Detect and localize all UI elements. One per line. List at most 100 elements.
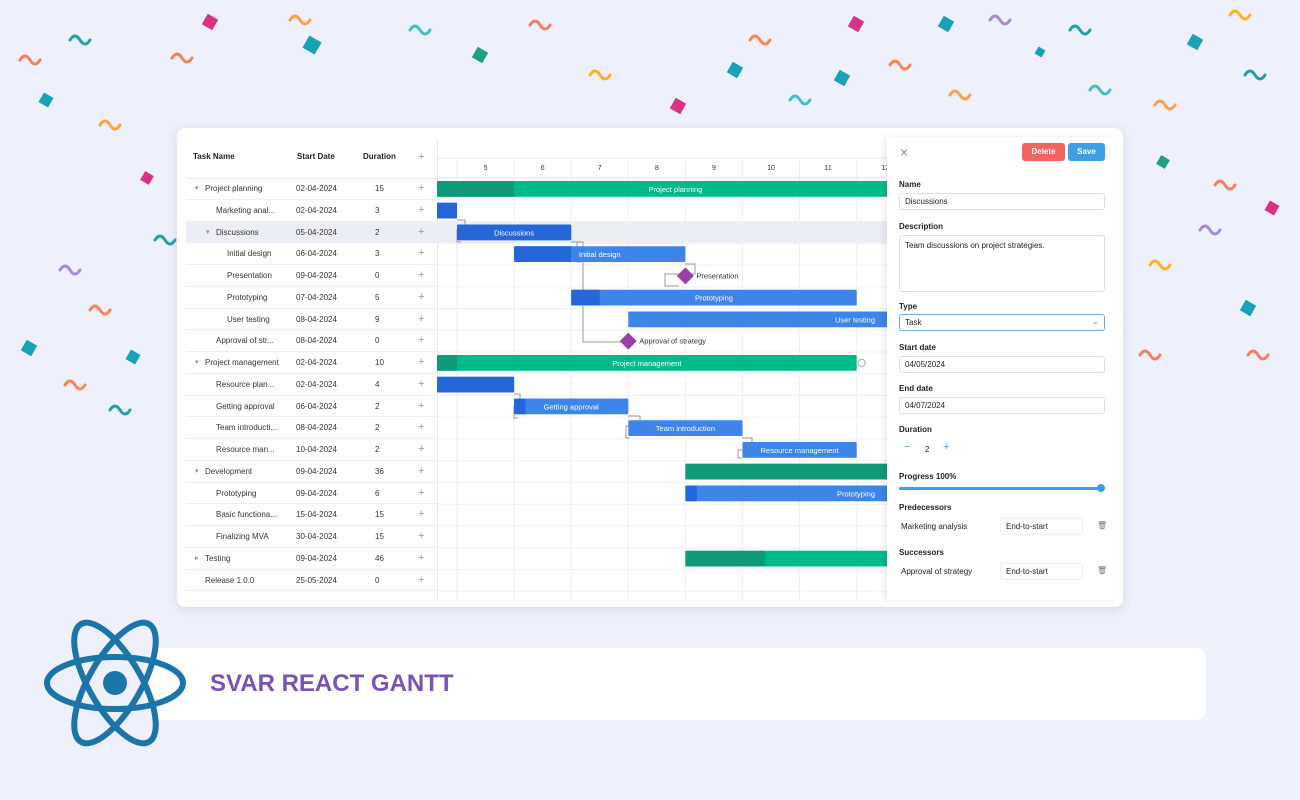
add-subtask[interactable]: + xyxy=(418,334,425,347)
bar-label: Team introduction xyxy=(656,424,715,433)
start-date: 30-04-2024 xyxy=(296,532,337,541)
add-subtask[interactable]: + xyxy=(418,530,425,542)
task-bar[interactable] xyxy=(628,311,887,328)
close-button[interactable]: × xyxy=(900,144,909,160)
task-row[interactable]: Resource man... 10-04-2024 2 + xyxy=(186,439,437,461)
task-row[interactable]: Marketing anal... 02-04-2024 3 + xyxy=(186,200,437,222)
add-subtask[interactable]: + xyxy=(418,247,425,260)
description-input[interactable]: Team discussions on project strategies. xyxy=(899,235,1105,292)
confetti xyxy=(68,34,92,46)
progress-track[interactable] xyxy=(899,487,1101,490)
add-subtask[interactable]: + xyxy=(418,182,425,194)
toggle[interactable]: ▾ xyxy=(195,467,199,475)
confetti xyxy=(63,379,87,391)
milestone[interactable] xyxy=(619,332,637,350)
duration: 5 xyxy=(375,292,380,302)
task-row[interactable]: Resource plan... 02-04-2024 4 + xyxy=(186,374,437,396)
column-header[interactable]: Duration xyxy=(363,152,396,161)
task-row[interactable]: Getting approval 06-04-2024 2 + xyxy=(186,396,437,418)
duration: 4 xyxy=(375,379,380,389)
task-row[interactable]: Release 1.0.0 25-05-2024 0 + xyxy=(186,570,437,592)
add-subtask[interactable]: + xyxy=(418,399,425,412)
task-name: Basic functiona... xyxy=(216,510,277,520)
task-bar[interactable] xyxy=(571,289,857,306)
task-row[interactable]: Prototyping 09-04-2024 6 + xyxy=(186,483,437,505)
add-subtask[interactable]: + xyxy=(418,551,425,564)
toggle[interactable]: ▾ xyxy=(195,359,199,366)
column-header[interactable]: Task Name xyxy=(193,152,235,161)
task-row[interactable]: Prototyping 07-04-2024 5 + xyxy=(186,287,437,309)
name-input[interactable]: Discussions xyxy=(899,193,1105,210)
add-subtask[interactable]: + xyxy=(418,356,425,368)
link-select[interactable]: End-to-start xyxy=(1000,563,1083,580)
end-input[interactable]: 04/07/2024 xyxy=(899,397,1105,414)
task-row[interactable]: ▾ Discussions 05-04-2024 2 + xyxy=(186,221,437,244)
toggle[interactable]: ▸ xyxy=(195,554,199,562)
milestone[interactable] xyxy=(676,267,694,285)
add-subtask[interactable]: + xyxy=(418,486,425,499)
duration: 3 xyxy=(375,249,380,259)
add-subtask[interactable]: + xyxy=(418,290,425,303)
task-row[interactable]: Team introducti... 08-04-2024 2 + xyxy=(186,417,437,439)
confetti xyxy=(125,349,141,365)
add-subtask[interactable]: + xyxy=(418,203,425,216)
link-select[interactable]: End-to-start xyxy=(1000,518,1083,535)
duration-value[interactable]: 2 xyxy=(925,445,930,454)
task-row[interactable]: Approval of str... 08-04-2024 0 + xyxy=(186,330,437,352)
confetti xyxy=(588,69,612,81)
add-subtask[interactable]: + xyxy=(418,225,425,238)
add-subtask[interactable]: + xyxy=(418,312,425,325)
task-bar[interactable] xyxy=(685,485,887,502)
field-label: Name xyxy=(899,180,921,189)
task-row[interactable]: ▾ Development 09-04-2024 36 + xyxy=(186,461,437,483)
confetti xyxy=(1034,46,1046,58)
start-date: 06-04-2024 xyxy=(296,401,337,411)
toggle[interactable]: ▾ xyxy=(195,185,199,192)
task-row[interactable]: ▸ Testing 09-04-2024 46 + xyxy=(186,548,437,570)
add-subtask[interactable]: + xyxy=(418,269,425,281)
bar-label: Initial design xyxy=(579,250,621,259)
task-row[interactable]: Basic functiona... 15-04-2024 15 + xyxy=(186,504,437,526)
add-subtask[interactable]: + xyxy=(418,464,425,477)
task-row[interactable]: ▾ Project planning 02-04-2024 15 + xyxy=(186,178,437,200)
column-header[interactable]: Start Date xyxy=(297,152,335,161)
duration: 6 xyxy=(375,488,380,498)
increment[interactable]: + xyxy=(943,441,950,453)
add-subtask[interactable]: + xyxy=(418,508,425,521)
task-row[interactable]: Initial design 06-04-2024 3 + xyxy=(186,243,437,265)
add-subtask[interactable]: + xyxy=(418,377,425,390)
task-bar[interactable] xyxy=(514,398,629,415)
task-bar[interactable] xyxy=(437,181,887,197)
bar-label: Project planning xyxy=(649,185,703,194)
start-input[interactable]: 04/05/2024 xyxy=(899,356,1105,373)
delete-link[interactable]: 🗑 xyxy=(1097,521,1108,530)
type-select[interactable]: Task xyxy=(899,314,1105,331)
save-button[interactable]: Save xyxy=(1068,143,1105,161)
start-date: 02-04-2024 xyxy=(296,358,337,367)
toggle[interactable]: ▾ xyxy=(206,228,210,236)
add-task[interactable]: + xyxy=(418,151,425,163)
day-label: 5 xyxy=(484,165,488,172)
confetti xyxy=(1138,349,1162,361)
decrement[interactable]: − xyxy=(904,441,911,453)
delete-link[interactable]: 🗑 xyxy=(1097,566,1108,575)
task-row[interactable]: User testing 08-04-2024 9 + xyxy=(186,309,437,331)
duration: 15 xyxy=(375,532,384,541)
confetti xyxy=(98,119,122,131)
delete-button[interactable]: Delete xyxy=(1022,143,1065,161)
confetti xyxy=(1156,155,1170,169)
add-subtask[interactable]: + xyxy=(418,421,425,434)
confetti xyxy=(669,97,687,115)
task-bar[interactable] xyxy=(742,442,857,458)
task-row[interactable]: ▾ Project management 02-04-2024 10 + xyxy=(186,352,437,374)
progress-handle[interactable] xyxy=(1097,484,1105,492)
day-label: 7 xyxy=(598,165,602,172)
bar-label: Getting approval xyxy=(544,402,599,411)
task-bar[interactable] xyxy=(437,355,857,371)
task-bar[interactable] xyxy=(628,420,743,436)
add-subtask[interactable]: + xyxy=(418,573,425,586)
task-row[interactable]: Finalizing MVA 30-04-2024 15 + xyxy=(186,526,437,548)
add-subtask[interactable]: + xyxy=(418,443,425,455)
task-row[interactable]: Presentation 09-04-2024 0 + xyxy=(186,265,437,287)
milestone-label: Presentation xyxy=(696,271,738,280)
